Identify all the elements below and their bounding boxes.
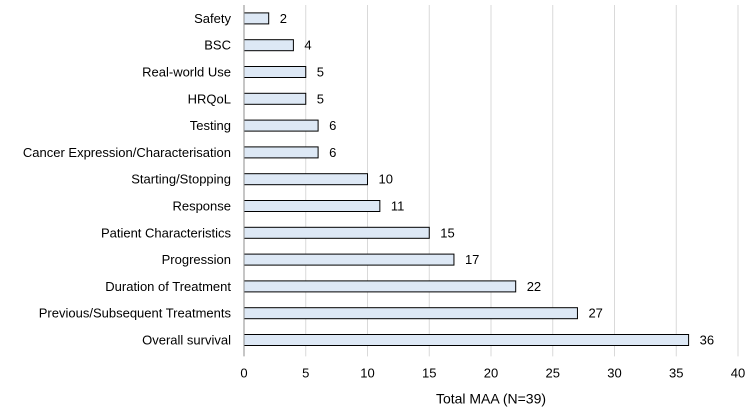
x-tick-label: 30 [607,365,621,380]
x-axis-title: Total MAA (N=39) [436,390,546,406]
bars [243,12,690,346]
bar [243,92,307,105]
category-label: Testing [190,118,231,133]
x-tick-label: 40 [731,365,745,380]
category-label: Safety [194,11,231,26]
data-label: 6 [329,118,336,133]
category-label: Progression [162,252,231,267]
bar [243,66,307,78]
data-label: 27 [588,306,602,321]
x-tick-label: 10 [360,365,374,380]
bar [243,173,368,186]
x-tick-label: 25 [546,365,560,380]
data-label: 5 [317,65,324,80]
grid-lines [305,5,739,357]
category-label: Real-world Use [142,65,231,80]
data-label: 36 [700,333,714,348]
x-tick-label: 35 [669,365,683,380]
data-label: 4 [304,38,311,53]
data-label: 15 [440,225,454,240]
data-label: 22 [527,279,541,294]
x-tick-label: 5 [302,365,309,380]
category-label: Overall survival [142,333,231,348]
category-label: HRQoL [188,91,231,106]
data-label: 6 [329,145,336,160]
category-label: Response [172,199,231,214]
bar [243,334,690,346]
bar [243,39,294,52]
data-label: 10 [379,172,393,187]
x-tick-label: 20 [484,365,498,380]
bar [243,12,270,25]
category-labels: Safety BSC Real-world Use HRQoL Testing Cance… [23,11,232,348]
x-tick-labels: 0 5 10 15 20 25 30 35 40 [240,365,745,380]
category-label: Duration of Treatment [105,279,231,294]
bar [243,253,455,266]
bar [243,226,430,239]
x-tick-label: 0 [240,365,247,380]
data-label: 2 [280,11,287,26]
bar [243,280,517,293]
bar [243,146,319,159]
bar [243,200,381,212]
data-label: 5 [317,91,324,106]
bar [243,119,319,132]
x-tick-label: 15 [422,365,436,380]
bar [243,307,578,320]
category-label: Starting/Stopping [131,172,231,187]
category-label: Patient Characteristics [101,225,232,240]
category-label: Cancer Expression/Characterisation [23,145,231,160]
category-label: BSC [204,38,231,53]
category-label: Previous/Subsequent Treatments [39,306,232,321]
data-label: 11 [391,199,405,214]
data-label: 17 [465,252,479,267]
